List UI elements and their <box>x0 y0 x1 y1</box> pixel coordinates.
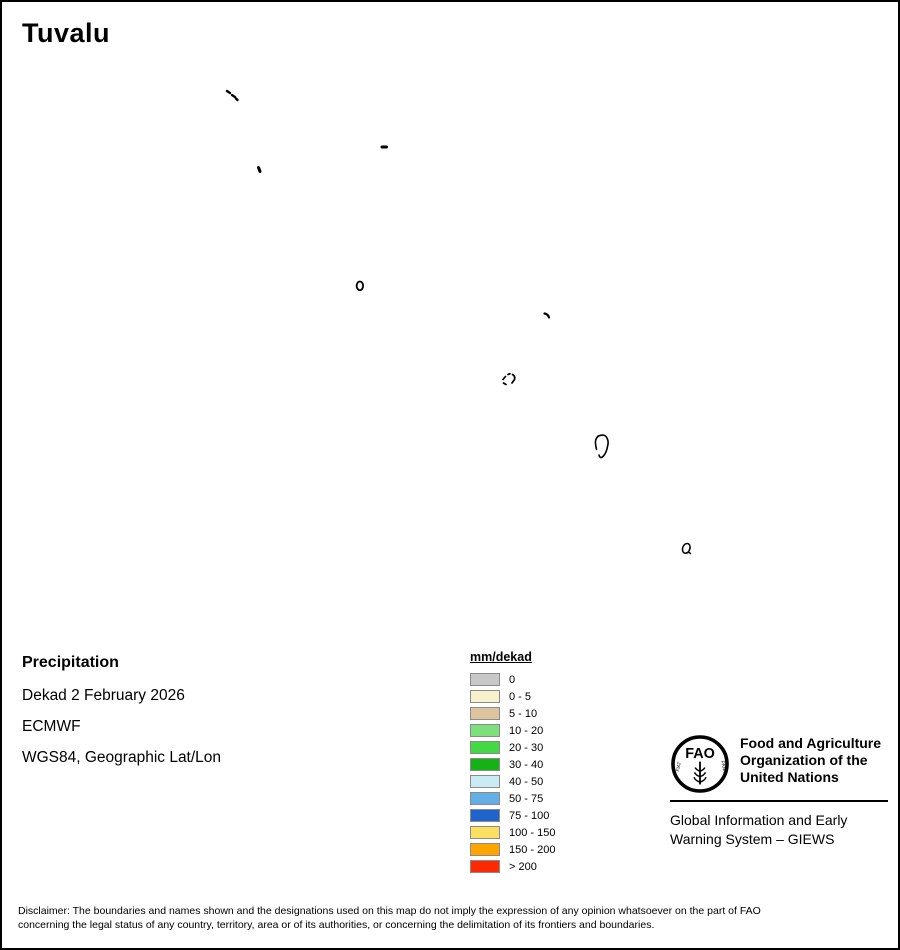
disclaimer-line: Disclaimer: The boundaries and names sho… <box>18 905 761 917</box>
legend-swatch <box>470 724 500 737</box>
legend-item: 150 - 200 <box>470 841 555 858</box>
map-info-block: Precipitation Dekad 2 February 2026 ECMW… <box>22 654 221 780</box>
legend-label: 150 - 200 <box>509 843 556 856</box>
legend-item: 10 - 20 <box>470 722 555 739</box>
legend-item: 30 - 40 <box>470 756 555 773</box>
data-source-label: ECMWF <box>22 718 81 735</box>
legend-swatch <box>470 690 500 703</box>
legend-swatch <box>470 758 500 771</box>
fao-motto-right: PANIS <box>719 760 728 775</box>
page-title: Tuvalu <box>22 18 111 48</box>
fao-org-line: Organization of the <box>740 752 868 768</box>
fao-block: FAO FIAT PANIS Food and Agriculture Orga… <box>670 728 892 858</box>
legend-label: 0 <box>509 673 516 686</box>
legend-swatch <box>470 860 500 873</box>
legend-label: 75 - 100 <box>509 809 550 822</box>
legend-item: 75 - 100 <box>470 807 555 824</box>
fao-logo-text: FAO <box>685 746 715 762</box>
giews-label: Global Information and Early Warning Sys… <box>670 811 847 849</box>
legend-swatch <box>470 741 500 754</box>
island-3 <box>257 166 262 173</box>
legend-label: 100 - 150 <box>509 826 556 839</box>
wheat-ear-icon <box>693 767 707 783</box>
legend-label: 20 - 30 <box>509 741 544 754</box>
precipitation-heading: Precipitation <box>22 654 119 671</box>
dekad-label: Dekad 2 February 2026 <box>22 687 185 704</box>
legend-item: 50 - 75 <box>470 790 555 807</box>
fao-org-line: Food and Agriculture <box>740 735 882 751</box>
legend-swatch <box>470 707 500 720</box>
fao-org-line: United Nations <box>740 769 839 785</box>
legend-title: mm/dekad <box>470 650 532 664</box>
giews-line: Global Information and Early <box>670 812 848 828</box>
fao-org-name: Food and Agriculture Organization of the… <box>740 735 881 786</box>
island-8 <box>681 542 692 555</box>
island-5 <box>543 312 551 319</box>
legend-label: 5 - 10 <box>509 707 538 720</box>
legend-swatch <box>470 775 500 788</box>
island-7 <box>594 434 609 459</box>
legend-swatch <box>470 809 500 822</box>
fao-motto-left: FIAT <box>675 761 683 772</box>
fao-logo-ring <box>671 735 729 793</box>
legend-swatch <box>470 673 500 686</box>
legend-label: 40 - 50 <box>509 775 544 788</box>
disclaimer: Disclaimer: The boundaries and names sho… <box>18 905 761 932</box>
disclaimer-line: concerning the legal status of any count… <box>18 918 655 931</box>
legend-swatch <box>470 826 500 839</box>
legend-item: 0 - 5 <box>470 688 555 705</box>
legend-items: 0 0 - 5 5 - 10 10 - 20 20 - 30 30 - 40 40 - 50… <box>470 671 555 875</box>
island-6 <box>502 372 516 386</box>
legend-swatch <box>470 792 500 805</box>
legend-item: 40 - 50 <box>470 773 555 790</box>
legend-swatch <box>470 843 500 856</box>
legend-label: 30 - 40 <box>509 758 544 771</box>
legend-label: 10 - 20 <box>509 724 544 737</box>
island-4 <box>355 280 364 291</box>
legend-item: > 200 <box>470 858 555 875</box>
legend-label: 50 - 75 <box>509 792 544 805</box>
legend-item: 5 - 10 <box>470 705 555 722</box>
legend-item: 0 <box>470 671 555 688</box>
legend-label: > 200 <box>509 860 537 873</box>
legend-item: 100 - 150 <box>470 824 555 841</box>
legend: mm/dekad 0 0 - 5 5 - 10 10 - 20 20 - 30 30 - … <box>470 650 555 875</box>
giews-line: Warning System – GIEWS <box>670 831 835 847</box>
legend-label: 0 - 5 <box>509 690 532 703</box>
projection-label: WGS84, Geographic Lat/Lon <box>22 749 222 766</box>
fao-divider <box>670 800 888 802</box>
legend-item: 20 - 30 <box>470 739 555 756</box>
fao-logo: FAO FIAT PANIS <box>671 735 729 793</box>
island-1 <box>225 89 239 102</box>
